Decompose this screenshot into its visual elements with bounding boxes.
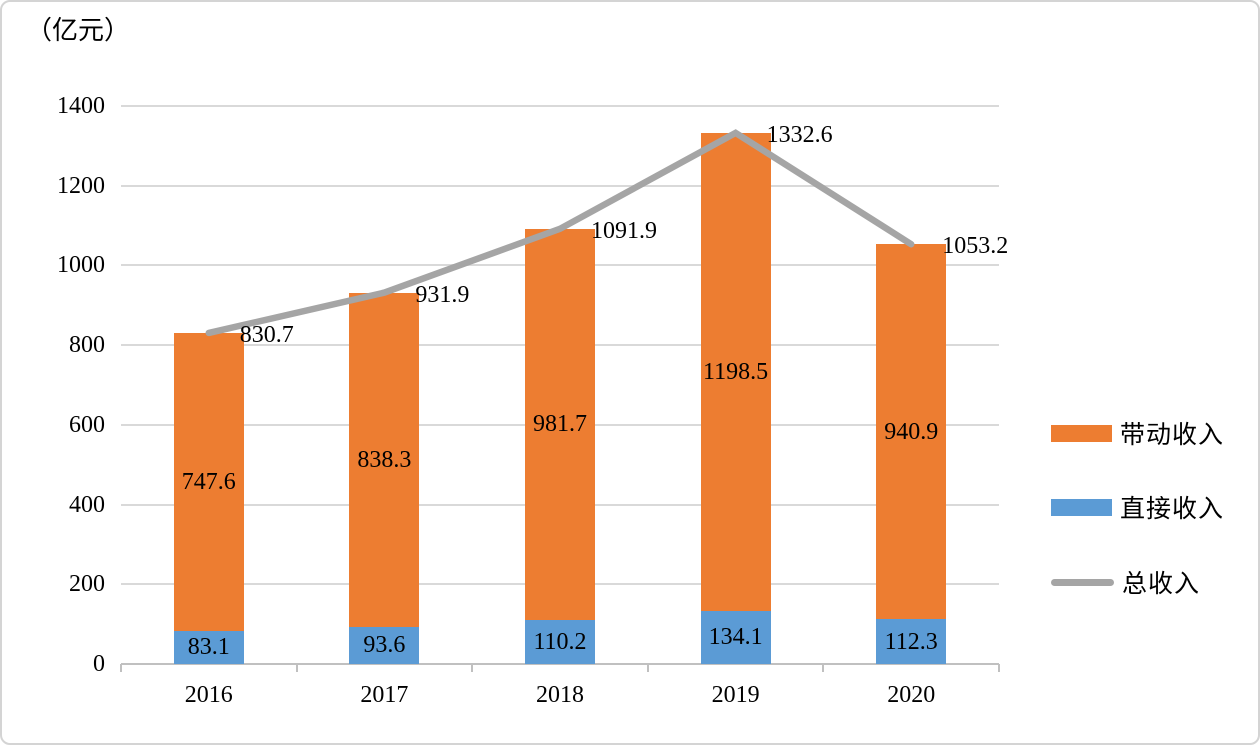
y-tick-label: 1000 (57, 252, 105, 279)
bar-value-label: 838.3 (357, 446, 412, 473)
y-tick-label: 0 (93, 651, 105, 677)
y-tick-label: 400 (69, 491, 105, 518)
x-category-label: 2016 (184, 682, 233, 708)
line-value-label: 1332.6 (766, 121, 833, 148)
bar-segment (173, 332, 244, 631)
x-category-label: 2018 (536, 682, 584, 708)
legend-item-daidong: 带动收入 (1051, 416, 1224, 450)
bar-value-label: 110.2 (533, 629, 587, 656)
y-tick-label: 600 (69, 411, 105, 438)
y-tick-label: 800 (69, 332, 105, 359)
y-tick-label: 1400 (57, 93, 105, 119)
bar-value-label: 981.7 (533, 411, 587, 438)
gridline (121, 184, 999, 187)
line-value-label: 830.7 (239, 321, 294, 348)
x-axis-tick (646, 664, 649, 672)
line-value-label: 1091.9 (591, 217, 657, 244)
bar-value-label: 134.1 (708, 624, 763, 651)
gridline (121, 105, 999, 107)
legend-label: 直接收入 (1120, 496, 1225, 523)
x-axis-tick (120, 664, 122, 672)
bar-segment (525, 620, 595, 664)
x-category-label: 2020 (887, 682, 936, 708)
line-value-label: 931.9 (415, 281, 470, 308)
bar-value-label: 83.1 (187, 634, 230, 661)
bar-segment (876, 619, 947, 664)
y-tick-label: 200 (69, 571, 105, 598)
blue-bar-swatch-icon (1051, 498, 1112, 516)
legend-item-zhijie: 直接收入 (1051, 490, 1224, 524)
gray-line-swatch-icon (1051, 578, 1114, 586)
bar-segment (700, 610, 771, 664)
bar-value-label: 940.9 (884, 418, 939, 445)
x-axis-tick (295, 664, 298, 672)
orange-bar-swatch-icon (1051, 424, 1112, 442)
x-axis-tick (471, 664, 474, 672)
legend-item-zong: 总收入 (1051, 565, 1200, 599)
legend-label: 总收入 (1122, 571, 1201, 598)
x-axis-tick (822, 664, 825, 672)
x-axis-tick (998, 664, 1000, 672)
x-axis-line (121, 663, 999, 665)
x-category-label: 2019 (711, 682, 760, 708)
bar-value-label: 112.3 (884, 628, 938, 655)
bar-segment (173, 630, 244, 664)
legend-label: 带动收入 (1120, 422, 1225, 449)
bar-value-label: 1198.5 (703, 358, 769, 385)
x-category-label: 2017 (360, 682, 409, 708)
line-value-label: 1053.2 (942, 233, 1009, 260)
y-tick-label: 1200 (57, 172, 105, 199)
y-axis-unit-label: （亿元） (26, 16, 131, 45)
bar-segment (349, 626, 420, 664)
bar-segment (349, 292, 420, 627)
bar-value-label: 747.6 (181, 468, 236, 495)
bar-value-label: 93.6 (363, 632, 406, 659)
